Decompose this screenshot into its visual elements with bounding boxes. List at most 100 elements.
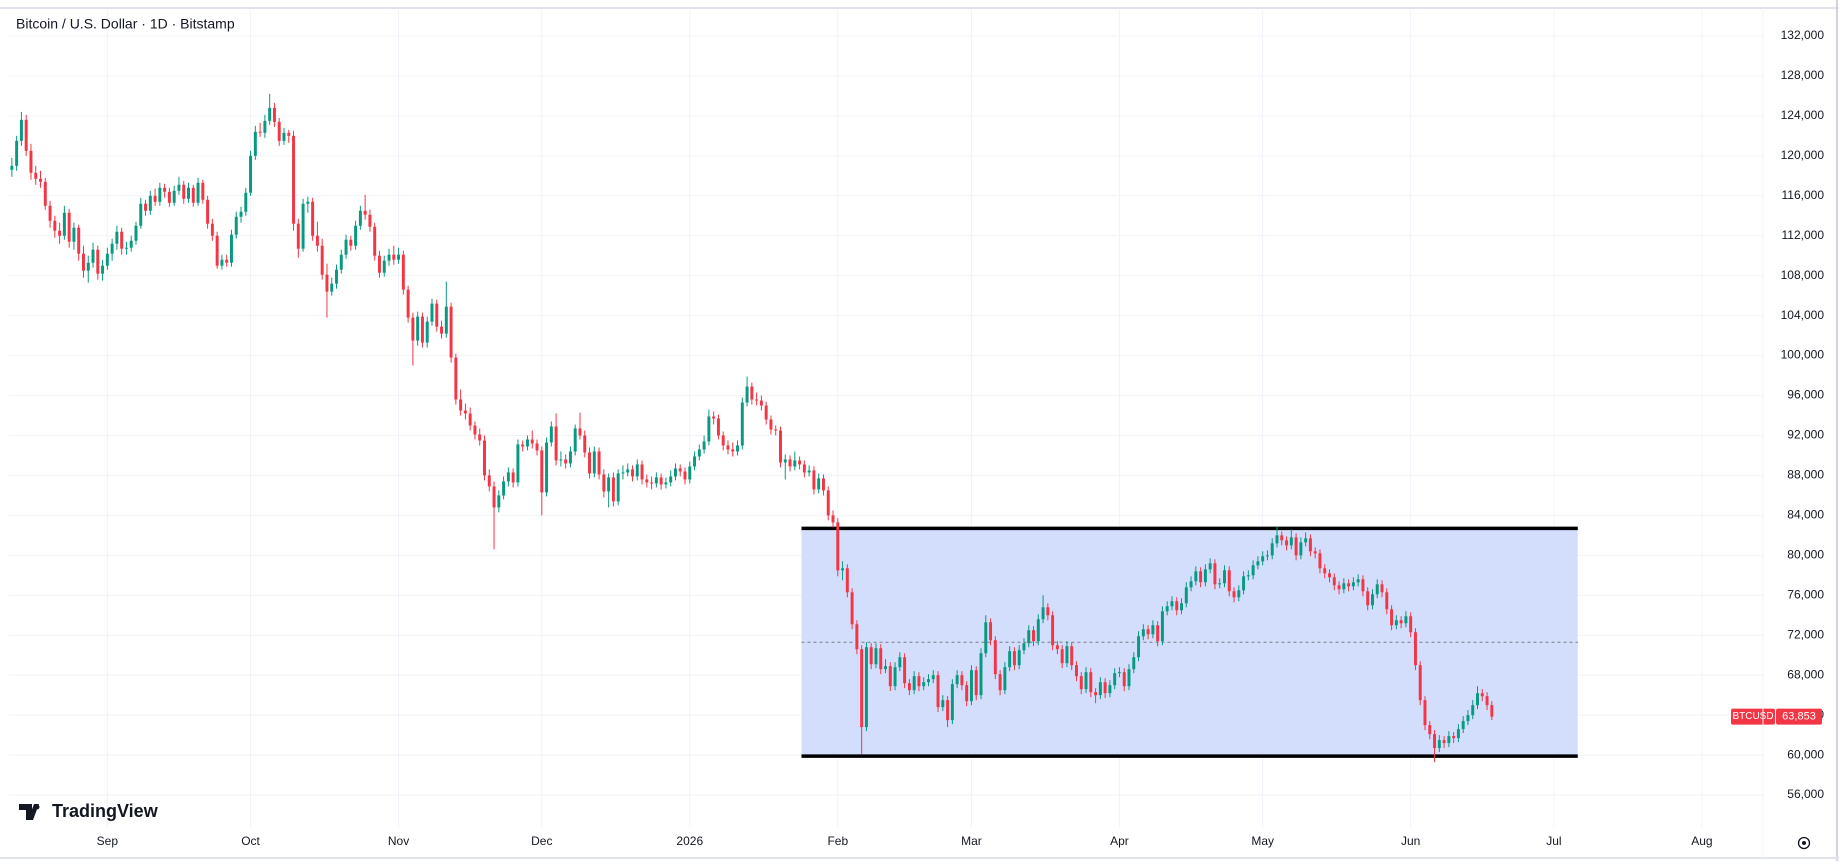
candle-body <box>1194 571 1198 582</box>
candle-body <box>1328 573 1331 578</box>
y-tick-label: 60,000 <box>1787 747 1824 761</box>
candle-body <box>416 316 420 341</box>
candle-body <box>535 443 539 451</box>
candle-body <box>363 210 367 215</box>
x-tick-label: Jul <box>1546 834 1561 848</box>
candle-body <box>1017 650 1021 666</box>
candle-body <box>454 357 458 400</box>
price-tag-value-bg <box>1776 708 1822 725</box>
candle-body <box>946 700 950 721</box>
candle-body <box>277 121 281 141</box>
candle-body <box>1394 620 1398 626</box>
price-tag-value: 63,853 <box>1782 711 1816 723</box>
candle-body <box>979 653 983 696</box>
candle-body <box>1485 696 1489 706</box>
candle-body <box>287 132 291 136</box>
candle-body <box>802 464 806 473</box>
x-tick-label: Nov <box>388 834 409 848</box>
candle-body <box>19 119 23 141</box>
candle-body <box>53 220 57 231</box>
candle-body <box>821 478 825 491</box>
candle-body <box>969 670 973 702</box>
candle-body <box>48 205 52 221</box>
candle-body <box>215 235 219 266</box>
candle-body <box>468 413 472 426</box>
candle-body <box>387 254 391 261</box>
candle-body <box>1318 553 1322 569</box>
candle-body <box>1151 625 1155 635</box>
candle-body <box>134 225 138 241</box>
candle-body <box>860 649 864 728</box>
candle-body <box>779 430 782 463</box>
candle-body <box>1218 583 1222 585</box>
candle-body <box>664 482 668 485</box>
candle-body <box>487 475 491 487</box>
settings-dot[interactable] <box>1802 841 1806 845</box>
price-tag-symbol-bg <box>1731 708 1775 725</box>
candle-body <box>564 459 568 464</box>
candle-body <box>43 181 47 206</box>
candle-body <box>191 187 195 203</box>
candle-body <box>1270 543 1274 556</box>
candle-body <box>578 428 582 436</box>
candle-body <box>1437 740 1441 749</box>
candle-body <box>1170 601 1174 607</box>
candle-body <box>922 682 926 687</box>
candle-body <box>626 469 630 473</box>
y-tick-label: 88,000 <box>1787 468 1824 482</box>
candle-body <box>736 445 740 452</box>
candle-body <box>1370 594 1374 606</box>
candle-body <box>34 172 38 179</box>
candle-body <box>850 592 854 625</box>
candle-body <box>678 468 682 472</box>
candle-body <box>1280 535 1284 541</box>
candle-body <box>884 666 888 670</box>
candle-body <box>449 306 453 358</box>
candle-body <box>435 303 439 327</box>
settings-icon[interactable] <box>1797 836 1811 850</box>
y-tick-label: 132,000 <box>1781 28 1825 42</box>
candle-body <box>292 135 296 224</box>
watermark: TradingView <box>19 801 159 821</box>
candle-body <box>463 410 467 414</box>
candle-body <box>1175 601 1179 611</box>
candle-body <box>497 495 501 508</box>
settings-ring[interactable] <box>1797 836 1811 850</box>
candle-body <box>903 657 907 684</box>
candle-body <box>1471 705 1475 716</box>
candle-body <box>874 648 878 665</box>
candle-body <box>311 201 315 236</box>
candle-body <box>1265 555 1269 557</box>
candle-body <box>798 460 802 465</box>
candle-body <box>1199 571 1203 583</box>
candle-body <box>1476 693 1479 706</box>
candle-body <box>826 490 830 516</box>
candle-body <box>1223 570 1226 584</box>
candle-body <box>774 429 778 431</box>
candle-body <box>1041 607 1045 620</box>
candle-body <box>669 476 673 483</box>
candle-body <box>1332 577 1336 586</box>
candle-body <box>344 239 348 255</box>
candle-body <box>707 416 711 442</box>
candle-body <box>898 657 902 668</box>
x-tick-label: Mar <box>961 834 982 848</box>
candle-body <box>1251 565 1255 576</box>
candle-body <box>420 316 424 343</box>
candle-body <box>1452 736 1456 739</box>
candle-body <box>1008 651 1012 668</box>
candle-body <box>220 259 224 266</box>
candle-body <box>960 675 964 686</box>
candle-body <box>163 187 167 192</box>
candle-body <box>1146 629 1150 635</box>
candle-body <box>907 683 911 691</box>
x-tick-label: Feb <box>827 834 848 848</box>
candle-body <box>645 479 649 483</box>
y-tick-label: 116,000 <box>1782 188 1825 202</box>
candle-body <box>1294 537 1298 556</box>
candle-body <box>1404 616 1408 624</box>
candle-body <box>1027 630 1031 644</box>
candle-body <box>91 249 95 263</box>
candle-body <box>368 214 372 227</box>
candle-body <box>354 225 358 246</box>
